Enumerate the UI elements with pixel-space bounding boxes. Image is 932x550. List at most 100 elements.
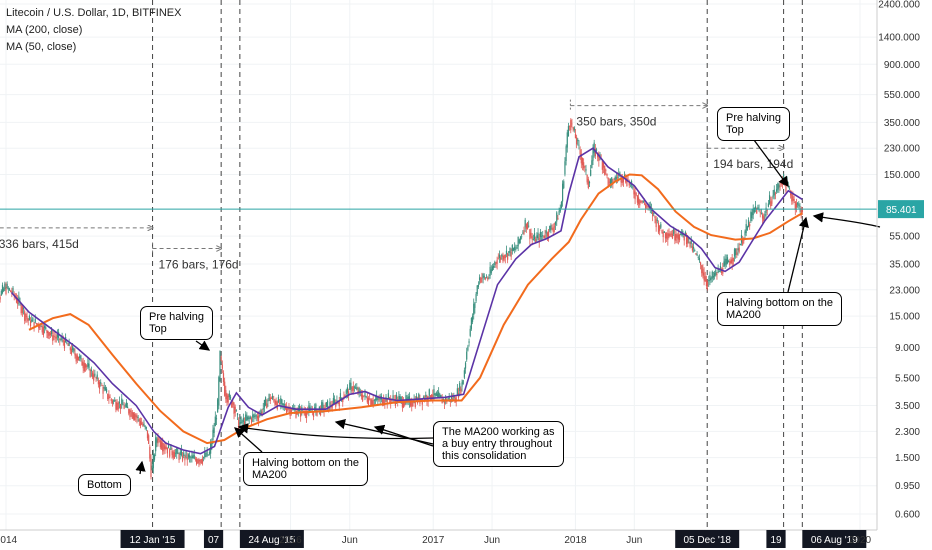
candle-body: [73, 348, 75, 352]
candle-body: [257, 415, 260, 421]
candle-body: [460, 388, 462, 394]
candle-body: [39, 324, 41, 330]
candle-body: [515, 248, 517, 250]
candle-body: [239, 422, 241, 424]
candle-body: [425, 394, 427, 398]
candle-body: [312, 411, 315, 417]
candle-body: [205, 455, 207, 457]
candle-body: [374, 398, 377, 401]
candle-body: [181, 455, 184, 461]
candle-body: [179, 451, 181, 455]
candle-body: [276, 401, 278, 410]
price-candles: [0, 118, 803, 480]
candle-body: [634, 191, 636, 200]
candle-body: [611, 177, 613, 185]
candle-body: [234, 406, 236, 413]
candle-body: [185, 451, 187, 457]
candle-body: [338, 400, 340, 407]
candle-body: [729, 261, 731, 266]
candle-body: [662, 232, 664, 238]
candle-body: [511, 245, 513, 252]
candle-body: [533, 233, 536, 240]
candle-body: [404, 400, 406, 406]
candle-body: [429, 395, 432, 400]
candle-body: [207, 454, 209, 456]
candle-body: [793, 199, 795, 201]
price-tick-label: 900.000: [884, 60, 921, 71]
candle-body: [671, 233, 674, 239]
candle-body: [102, 387, 104, 394]
candle-body: [744, 231, 746, 236]
candle-body: [452, 398, 454, 400]
candle-body: [710, 278, 712, 280]
candle-body: [119, 403, 122, 410]
candle-body: [342, 397, 344, 403]
candle-body: [746, 226, 748, 230]
candle-body: [218, 377, 220, 406]
candle-body: [211, 441, 213, 447]
candle-body: [290, 408, 292, 413]
candle-body: [535, 238, 537, 243]
candle-body: [638, 197, 640, 204]
candle-body: [390, 398, 392, 404]
candle-body: [505, 250, 508, 255]
price-tick-label: 9.000: [895, 343, 920, 354]
price-tick-label: 3.500: [895, 401, 920, 412]
time-highlight-label: 05 Dec '18: [683, 535, 731, 546]
time-highlight-tag: [239, 530, 304, 548]
candle-body: [476, 285, 478, 294]
candle-body: [392, 395, 394, 399]
candle-body: [488, 277, 490, 279]
candle-body: [43, 325, 46, 328]
candle-body: [581, 158, 584, 166]
candle-body: [233, 403, 235, 414]
candle-body: [674, 233, 676, 241]
time-highlight-label: 06 Aug '19: [811, 535, 858, 546]
candle-body: [266, 403, 268, 409]
measurement-ranges: 336 bars, 415d 176 bars, 176d 350 bars, 35…: [0, 99, 793, 272]
price-axis[interactable]: 2400.000 1400.000 900.000 550.000 350.000 230…: [878, 0, 924, 521]
candle-body: [224, 381, 226, 396]
time-tick-label: 2020: [849, 535, 872, 546]
candle-body: [97, 380, 99, 385]
candle-body: [144, 425, 146, 428]
candle-body: [633, 189, 635, 195]
candle-body: [636, 195, 639, 203]
candle-body: [442, 399, 444, 400]
candle-body: [26, 316, 28, 320]
candle-body: [691, 246, 693, 251]
candle-body: [646, 205, 648, 207]
candle-body: [145, 426, 147, 429]
candle-body: [316, 410, 318, 416]
candle-body: [353, 386, 356, 388]
candle-body: [439, 393, 441, 398]
candle-body: [108, 395, 110, 400]
candle-body: [614, 176, 616, 181]
candle-body: [504, 254, 506, 258]
time-tick-label: 2017: [422, 535, 445, 546]
candle-body: [645, 204, 647, 209]
candle-body: [751, 212, 753, 219]
arrow-halv2: [787, 216, 809, 293]
candle-body: [180, 449, 182, 456]
candle-body: [440, 395, 442, 399]
candle-body: [156, 438, 158, 443]
candle-body: [326, 400, 329, 407]
candle-body: [516, 247, 518, 249]
candle-body: [502, 256, 504, 262]
candle-body: [53, 335, 55, 337]
candle-body: [667, 233, 669, 240]
candle-body: [5, 287, 7, 294]
candle-body: [28, 315, 30, 321]
candle-body: [577, 139, 579, 142]
candle-body: [335, 402, 337, 407]
candle-body: [788, 188, 791, 189]
candle-body: [295, 411, 297, 418]
candle-body: [377, 397, 379, 400]
candle-body: [524, 219, 526, 227]
candle-body: [254, 416, 256, 418]
candle-body: [42, 326, 45, 335]
candle-body: [434, 393, 436, 396]
